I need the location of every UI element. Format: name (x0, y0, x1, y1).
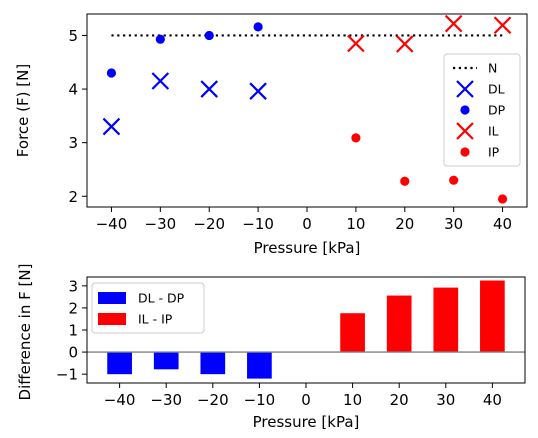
legend-swatch-il-ip (98, 313, 126, 325)
legend-swatch-ip (460, 147, 470, 157)
x-tick-label: 10 (346, 215, 365, 233)
difference-x-axis-label: Pressure [kPa] (253, 413, 360, 431)
y-tick-label: 4 (68, 81, 78, 99)
point-il-3 (493, 16, 512, 35)
x-tick-label: −30 (150, 391, 182, 409)
x-tick-label: 40 (483, 391, 502, 409)
point-ip-3 (497, 194, 508, 204)
x-tick-label: −40 (104, 391, 136, 409)
bar-il-ip-0 (340, 313, 365, 353)
force-scatter-panel: −40 −30 −20 −10 0 10 20 30 40 2 3 4 5 Pressure [kPa]… (14, 13, 528, 257)
bar-dl-dp-1 (153, 352, 179, 370)
point-dp-2 (204, 30, 214, 41)
legend-label-il-ip: IL - IP (138, 312, 173, 327)
legend-label-dl-dp: DL - DP (138, 291, 185, 306)
point-dl-0 (102, 117, 121, 136)
x-tick-label: 20 (390, 391, 409, 409)
legend-label-dl: DL (488, 82, 505, 97)
point-dp-1 (155, 34, 165, 44)
x-tick-label: −40 (96, 215, 128, 233)
force-y-axis-label: Force (F) [N] (14, 64, 32, 157)
force-series-marks (102, 14, 512, 204)
legend-label-n: N (488, 61, 497, 76)
bar-dl-dp-2 (200, 352, 226, 375)
bar-il-ip-1 (386, 295, 412, 353)
point-ip-0 (351, 133, 361, 143)
x-tick-label: −20 (197, 391, 229, 409)
x-tick-label: 30 (444, 215, 463, 233)
legend-swatch-il (456, 122, 474, 140)
legend-label-ip: IP (488, 145, 500, 160)
point-dp-0 (106, 68, 117, 78)
x-tick-label: −20 (193, 215, 225, 233)
point-dl-2 (200, 80, 218, 98)
point-il-0 (347, 34, 365, 53)
legend-label-il: IL (488, 124, 499, 139)
y-tick-label: 2 (68, 188, 78, 206)
force-x-axis-label: Pressure [kPa] (254, 239, 361, 257)
y-tick-label: 2 (68, 299, 78, 317)
bar-dl-dp-0 (107, 352, 132, 375)
legend-swatch-dp (460, 105, 470, 115)
legend-label-dp: DP (488, 103, 506, 118)
y-tick-label: −1 (56, 366, 78, 384)
point-ip-1 (400, 176, 410, 186)
x-tick-label: 40 (493, 215, 512, 233)
x-tick-label: 30 (436, 391, 455, 409)
legend-swatch-dl-dp (98, 292, 126, 304)
x-tick-label: 0 (302, 215, 312, 233)
x-tick-label: 0 (301, 391, 311, 409)
force-legend: N DL DP IL IP (443, 53, 521, 167)
y-tick-label: 5 (68, 27, 78, 45)
difference-legend: DL - DP IL - IP (91, 282, 205, 334)
difference-bars (87, 280, 525, 379)
x-tick-label: 20 (395, 215, 414, 233)
y-tick-label: 3 (68, 277, 78, 295)
bar-dl-dp-3 (247, 352, 272, 379)
x-tick-label: −10 (244, 391, 276, 409)
bar-il-ip-3 (480, 280, 505, 353)
force-legend-box (443, 53, 521, 167)
bar-il-ip-2 (433, 287, 459, 353)
point-ip-2 (449, 175, 459, 185)
x-tick-label: −10 (242, 215, 274, 233)
point-il-1 (396, 35, 414, 53)
difference-y-axis-label: Difference in F [N] (16, 264, 34, 401)
x-tick-label: 10 (343, 391, 362, 409)
force-axis-ticks: −40 −30 −20 −10 0 10 20 30 40 2 3 4 5 (68, 27, 512, 233)
y-tick-label: 3 (68, 134, 78, 152)
y-tick-label: 1 (68, 322, 78, 340)
point-dl-3 (249, 82, 267, 100)
point-dp-3 (253, 22, 263, 32)
y-tick-label: 0 (68, 344, 78, 362)
point-il-2 (444, 14, 463, 33)
legend-swatch-dl (456, 80, 474, 98)
x-tick-label: −30 (145, 215, 177, 233)
point-dl-1 (151, 72, 170, 90)
